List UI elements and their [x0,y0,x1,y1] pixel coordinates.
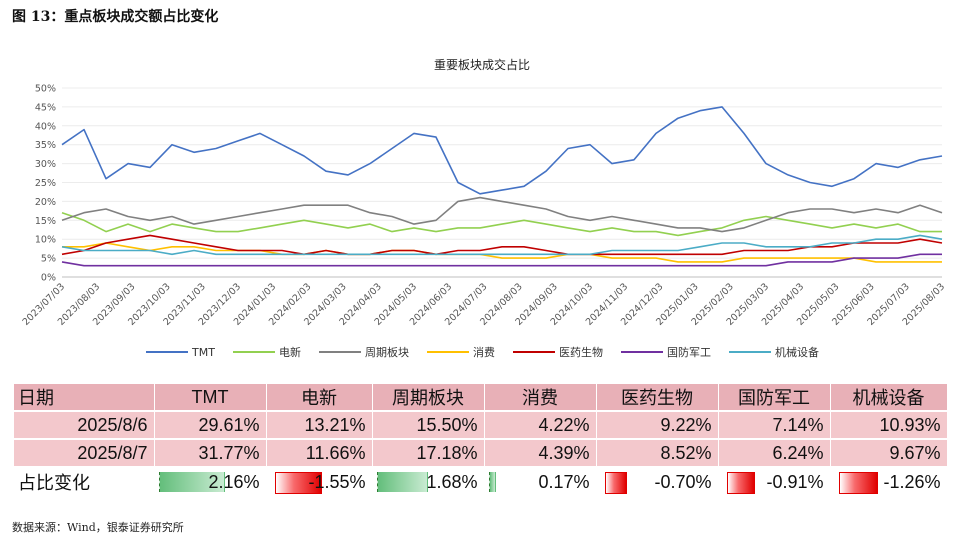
change-cell: 2.16% [154,467,267,498]
legend-item: 国防军工 [620,344,711,360]
table-header-cell: 周期板块 [372,384,485,412]
change-cell: -0.91% [718,467,831,498]
table-cell: 17.18% [372,439,485,468]
data-table: 日期 TMT 电新 周期板块 消费 医药生物 国防军工 机械设备 2025/8/6 29.61% 1… [14,384,948,498]
series-line [61,234,943,256]
line-chart: 重要板块成交占比 0% 5% 10% 15% 20% 25% 30% 35% 40% 45% 50%… [21,57,948,328]
data-bar [604,472,628,494]
legend-label: TMT [192,345,215,359]
legend-label: 周期板块 [364,346,409,359]
data-bar [376,472,429,492]
y-tick-label: 45% [35,102,56,113]
legend-label: 医药生物 [558,346,603,359]
y-tick-label: 30% [35,159,56,170]
legend-swatch [512,351,555,353]
table-cell: 4.22% [484,411,597,440]
table-header-cell: TMT [154,384,267,412]
legend-item: 机械设备 [728,344,819,360]
series-line [61,234,943,256]
table-cell: 31.77% [154,439,267,468]
change-value: -1.55% [308,472,366,492]
source-note: 数据来源：Wind，银泰证券研究所 [12,521,184,534]
table-cell: 2025/8/6 [14,411,155,440]
table-cell: 29.61% [154,411,267,440]
table-cell: 9.67% [830,439,948,468]
change-cell: 1.68% [372,467,485,498]
change-cell: -0.70% [596,467,719,498]
table-header-cell: 医药生物 [596,384,719,412]
table-cell: 4.39% [484,439,597,468]
legend-item: TMT [146,344,215,360]
table-cell: 7.14% [718,411,831,440]
y-tick-label: 5% [41,254,56,265]
legend-swatch [318,351,361,353]
table-row: 2025/8/7 31.77% 11.66% 17.18% 4.39% 8.52% 6.24… [14,439,948,468]
y-tick-label: 20% [35,197,56,208]
legend-label: 消费 [472,346,495,359]
table-header-cell: 日期 [14,384,155,412]
legend-label: 电新 [278,346,301,359]
data-bar [274,472,323,494]
legend: TMT 电新 周期板块 消费 医药生物 国防军工 机械设备 [0,344,965,360]
legend-swatch [620,351,663,353]
change-value: -1.26% [883,472,941,492]
change-cell: -1.26% [830,467,948,498]
data-bar [488,472,496,492]
y-tick-label: 10% [35,235,56,246]
table-cell: 10.93% [830,411,948,440]
table-header-cell: 机械设备 [830,384,948,412]
table-cell: 15.50% [372,411,485,440]
table-cell: 6.24% [718,439,831,468]
change-value: 2.16% [208,472,260,492]
change-cell: 0.17% [484,467,597,498]
table-cell: 9.22% [596,411,719,440]
legend-item: 医药生物 [512,344,603,360]
table-cell: 2025/8/7 [14,439,155,468]
x-axis: 2023/07/032023/08/032023/09/032023/10/03… [21,281,948,328]
change-row: 占比变化 2.16% -1.55% 1.68% 0.17% -0.70% -0.91% -1.… [14,467,948,498]
table-header-cell: 消费 [484,384,597,412]
legend-swatch [232,351,275,353]
y-tick-label: 50% [35,84,56,95]
legend-label: 国防军工 [666,346,711,359]
series-line [61,106,943,195]
series-lines [61,106,943,267]
y-axis: 0% 5% 10% 15% 20% 25% 30% 35% 40% 45% 50% [35,84,56,284]
data-bar [726,472,756,494]
change-value: -0.70% [654,472,712,492]
data-bar [158,472,225,492]
legend-swatch [728,351,771,353]
change-value: 1.68% [426,472,478,492]
change-value: -0.91% [766,472,824,492]
change-cell: -1.55% [266,467,373,498]
table-header-cell: 电新 [266,384,373,412]
series-line [61,211,942,237]
table-cell: 13.21% [266,411,373,440]
series-line [61,196,943,233]
table-header-cell: 国防军工 [718,384,831,412]
chart-title: 重要板块成交占比 [434,57,530,72]
data-bar [838,472,878,494]
table-row: 2025/8/6 29.61% 13.21% 15.50% 4.22% 9.22% 7.14… [14,411,948,440]
legend-item: 电新 [232,344,301,360]
change-row-label: 占比变化 [14,467,155,498]
table-cell: 11.66% [266,439,373,468]
series-line [62,242,942,263]
y-tick-label: 0% [41,273,56,284]
table-header-row: 日期 TMT 电新 周期板块 消费 医药生物 国防军工 机械设备 [14,384,948,412]
legend-item: 消费 [426,344,495,360]
figure-title: 图 13：重点板块成交额占比变化 [12,9,219,25]
legend-label: 机械设备 [774,346,819,359]
legend-swatch [426,351,469,353]
y-tick-label: 15% [35,216,56,227]
table-cell: 8.52% [596,439,719,468]
change-value: 0.17% [538,472,590,492]
y-tick-label: 35% [35,140,56,151]
y-tick-label: 25% [35,178,56,189]
series-line [61,253,942,267]
legend-item: 周期板块 [318,344,409,360]
legend-swatch [146,351,189,353]
y-tick-label: 40% [35,121,56,132]
